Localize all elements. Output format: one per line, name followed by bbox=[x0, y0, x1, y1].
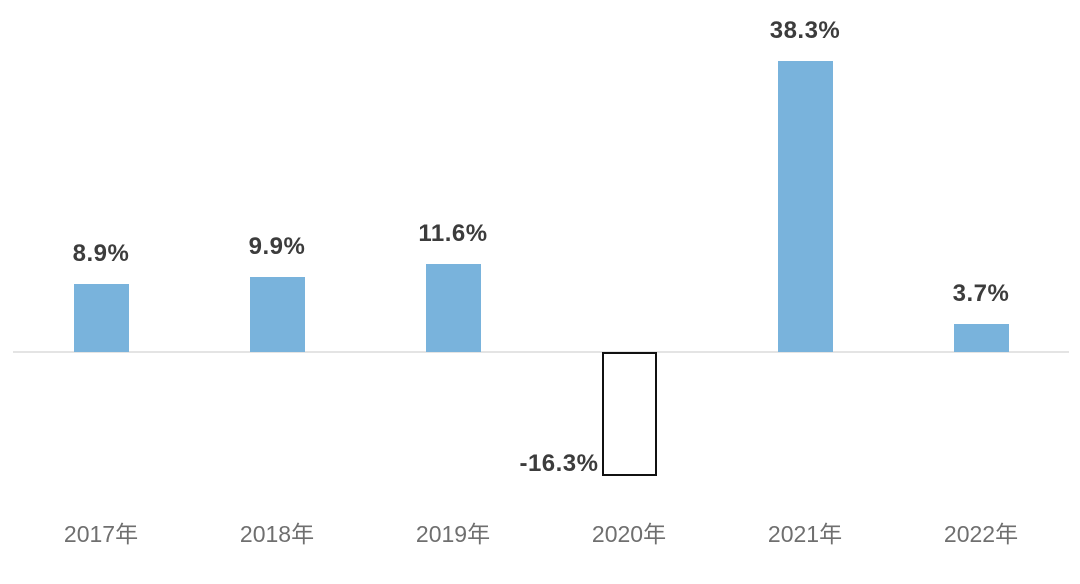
x-axis-line bbox=[13, 351, 1069, 353]
category-label-2018: 2018年 bbox=[239, 521, 315, 547]
value-label-2020: -16.3% bbox=[519, 450, 599, 477]
value-label-2019: 11.6% bbox=[418, 220, 488, 247]
bar-2018 bbox=[249, 277, 305, 352]
category-label-2019: 2019年 bbox=[415, 521, 491, 547]
bar-2022 bbox=[953, 324, 1009, 352]
bar-2021 bbox=[777, 61, 833, 352]
category-label-2017: 2017年 bbox=[63, 521, 139, 547]
category-label-2022: 2022年 bbox=[943, 521, 1019, 547]
value-label-2022: 3.7% bbox=[952, 280, 1010, 307]
value-label-2017: 8.9% bbox=[72, 240, 130, 267]
bar-2019 bbox=[425, 264, 481, 352]
bar-2020 bbox=[601, 352, 657, 476]
category-label-2020: 2020年 bbox=[591, 521, 667, 547]
value-label-2021: 38.3% bbox=[769, 17, 841, 44]
bar-2017 bbox=[73, 284, 129, 352]
category-label-2021: 2021年 bbox=[767, 521, 843, 547]
value-label-2018: 9.9% bbox=[248, 233, 306, 260]
